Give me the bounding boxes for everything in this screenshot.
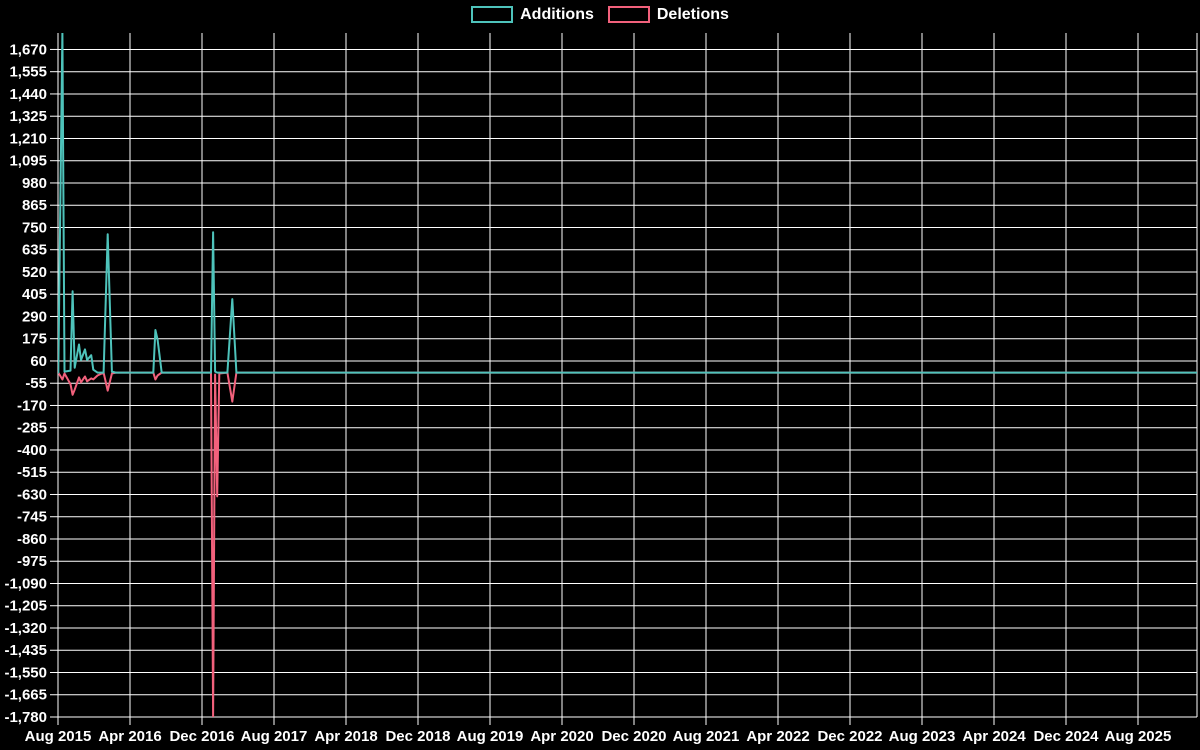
y-tick-label: 1,095 [9, 153, 47, 170]
x-tick-label: Apr 2022 [746, 728, 809, 745]
y-tick-label: 1,555 [9, 64, 47, 81]
legend-item-deletions[interactable]: Deletions [607, 5, 729, 23]
y-tick-label: -55 [25, 375, 47, 392]
x-tick-label: Apr 2020 [530, 728, 593, 745]
x-tick-label: Apr 2016 [98, 728, 161, 745]
chart-legend: Additions Deletions [0, 6, 1200, 23]
y-tick-label: 980 [22, 175, 47, 192]
y-tick-label: 750 [22, 219, 47, 236]
x-tick-label: Aug 2021 [673, 728, 740, 745]
additions-line [58, 33, 1197, 374]
y-tick-label: -975 [17, 553, 47, 570]
x-tick-label: Dec 2016 [169, 728, 234, 745]
x-tick-label: Aug 2015 [25, 728, 92, 745]
x-tick-label: Aug 2025 [1105, 728, 1172, 745]
y-tick-label: -1,435 [4, 642, 47, 659]
x-tick-label: Aug 2019 [457, 728, 524, 745]
y-tick-label: -1,320 [4, 620, 47, 637]
x-tick-label: Dec 2024 [1033, 728, 1099, 745]
axis-ticks [50, 48, 1139, 725]
y-tick-label: -400 [17, 442, 47, 459]
y-tick-label: 1,325 [9, 108, 47, 125]
y-tick-label: 405 [22, 286, 47, 303]
x-tick-label: Aug 2023 [889, 728, 956, 745]
x-tick-label: Apr 2018 [314, 728, 377, 745]
y-tick-label: 1,440 [9, 86, 47, 103]
y-tick-label: 865 [22, 197, 47, 214]
y-tick-label: 290 [22, 308, 47, 325]
y-tick-label: -745 [17, 509, 47, 526]
y-tick-label: 635 [22, 242, 47, 259]
additions-legend-label: Additions [520, 5, 594, 23]
y-tick-label: 520 [22, 264, 47, 281]
x-tick-label: Dec 2020 [601, 728, 666, 745]
y-tick-label: -1,090 [4, 575, 47, 592]
y-tick-label: -1,550 [4, 664, 47, 681]
y-tick-label: -1,665 [4, 687, 47, 704]
deletions-swatch-icon [607, 6, 650, 23]
y-tick-label: -860 [17, 531, 47, 548]
y-tick-label: 60 [30, 353, 47, 370]
y-tick-label: 1,210 [9, 130, 47, 147]
y-axis-labels: 1,670 1,555 1,440 1,325 1,210 1,095 980 865 750 6… [4, 41, 47, 726]
y-tick-label: 175 [22, 331, 47, 348]
x-tick-label: Apr 2024 [962, 728, 1026, 745]
legend-item-additions[interactable]: Additions [471, 6, 594, 23]
x-axis-labels: Aug 2015 Apr 2016 Dec 2016 Aug 2017 Apr 2018… [25, 728, 1172, 745]
x-tick-label: Dec 2022 [817, 728, 882, 745]
y-tick-label: 1,670 [9, 41, 47, 58]
y-tick-label: -630 [17, 486, 47, 503]
x-tick-label: Aug 2017 [241, 728, 308, 745]
deletions-legend-label: Deletions [656, 5, 729, 23]
y-tick-label: -170 [17, 397, 47, 414]
additions-swatch-icon [471, 6, 514, 23]
y-tick-label: -285 [17, 420, 47, 437]
gridlines [57, 33, 1198, 718]
y-tick-label: -1,780 [4, 709, 47, 726]
y-tick-label: -1,205 [4, 598, 47, 615]
y-tick-label: -515 [17, 464, 47, 481]
deletions-line [58, 371, 1197, 717]
x-tick-label: Dec 2018 [385, 728, 450, 745]
